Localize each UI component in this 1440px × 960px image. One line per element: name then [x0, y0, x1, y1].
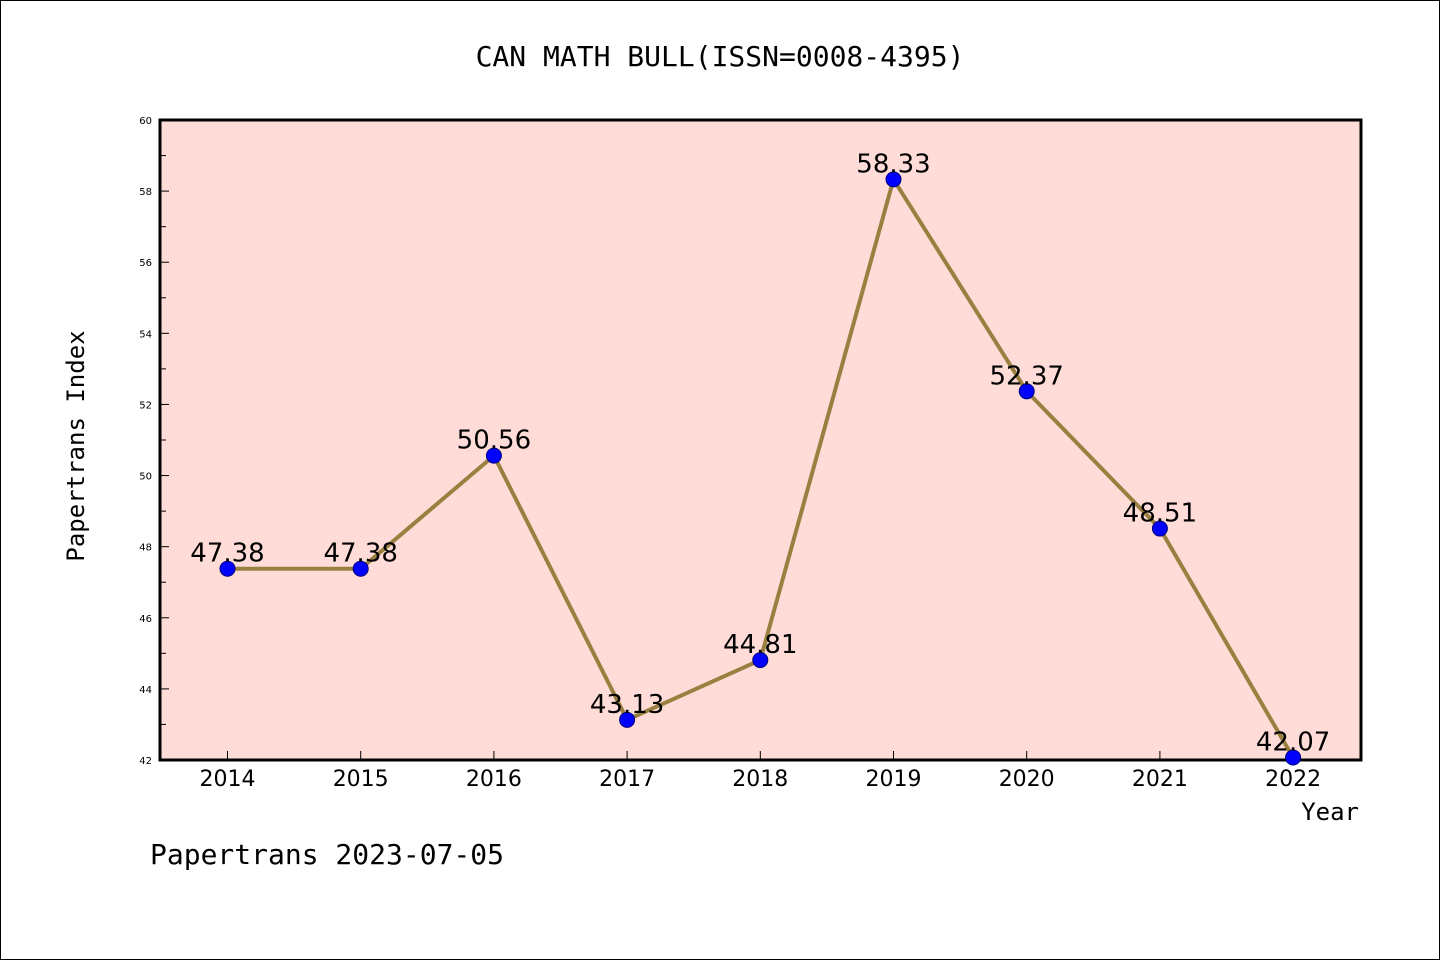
- x-tick-label: 2022: [1265, 767, 1321, 792]
- data-label-group: 47.38 47.38 50.56 43.13 44.81 58.33 52.37 48.51…: [190, 149, 1330, 757]
- data-label: 52.37: [989, 361, 1063, 391]
- data-point: [1285, 749, 1302, 766]
- data-label: 47.38: [323, 539, 397, 569]
- x-tick-label: 2020: [999, 767, 1055, 792]
- data-point: [619, 711, 636, 728]
- y-tick-label: 46: [139, 614, 152, 625]
- data-label: 42.07: [1256, 728, 1330, 758]
- y-tick-label: 52: [139, 400, 152, 411]
- y-tick-label: 60: [139, 116, 152, 127]
- data-point: [1018, 383, 1035, 400]
- x-tick-label: 2017: [599, 767, 655, 792]
- y-tick-label: 56: [139, 258, 152, 269]
- x-tick-label: 2021: [1132, 767, 1188, 792]
- y-tick-label: 44: [139, 685, 152, 696]
- data-label: 44.81: [723, 630, 797, 660]
- data-label: 47.38: [190, 539, 264, 569]
- y-axis-label: Papertrans Index: [62, 330, 90, 561]
- y-tick-label: 50: [139, 472, 152, 483]
- data-label: 50.56: [457, 426, 531, 456]
- data-point: [1151, 520, 1168, 537]
- data-point: [885, 171, 902, 188]
- y-tick-label: 58: [139, 187, 152, 198]
- chart-title: CAN MATH BULL(ISSN=0008-4395): [476, 40, 965, 73]
- x-tick-label: 2016: [466, 767, 522, 792]
- data-label: 48.51: [1123, 499, 1197, 529]
- data-point: [752, 652, 769, 669]
- y-tick-label: 42: [139, 756, 152, 767]
- series-line-group: [219, 171, 1302, 766]
- data-label: 58.33: [856, 149, 930, 179]
- x-tick-label: 2014: [200, 767, 256, 792]
- data-point: [219, 560, 236, 577]
- x-tick-label: 2018: [732, 767, 788, 792]
- x-axis: 2014 2015 2016 2017 2018 2019 2020 2021 2022: [200, 751, 1321, 792]
- data-label: 43.13: [590, 690, 664, 720]
- y-tick-label: 48: [139, 543, 152, 554]
- x-axis-label: Year: [1301, 798, 1359, 826]
- x-tick-label: 2019: [866, 767, 922, 792]
- y-tick-label: 54: [139, 329, 152, 340]
- data-point: [352, 560, 369, 577]
- y-axis: 42 44 46 48 50 52 54 56 58 60: [139, 116, 169, 767]
- data-point: [485, 447, 502, 464]
- x-tick-label: 2015: [333, 767, 389, 792]
- footer-stamp: Papertrans 2023-07-05: [150, 838, 504, 871]
